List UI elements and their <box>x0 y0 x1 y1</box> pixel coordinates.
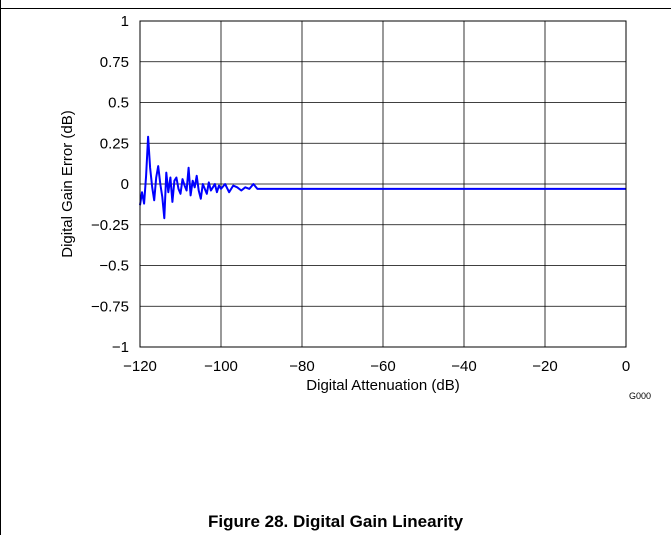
y-tick-label: 0.5 <box>108 95 129 112</box>
x-tick-label: −20 <box>532 358 557 375</box>
y-axis-ticks: 1 0.75 0.5 0.25 0 −0.25 −0.5 −0.75 −1 <box>91 13 129 356</box>
figure-caption: Figure 28. Digital Gain Linearity <box>207 512 464 531</box>
page-top-rule <box>0 0 671 9</box>
x-tick-label: −40 <box>451 358 476 375</box>
y-axis-label: Digital Gain Error (dB) <box>59 110 76 258</box>
y-tick-label: 0 <box>121 176 129 193</box>
x-tick-label: −80 <box>289 358 314 375</box>
y-tick-label: −0.25 <box>91 217 129 234</box>
page-left-rule <box>0 0 1 535</box>
x-axis-label: Digital Attenuation (dB) <box>306 377 459 394</box>
x-axis-ticks: −120 −100 −80 −60 −40 −20 0 <box>123 358 630 375</box>
y-tick-label: −0.75 <box>91 298 129 315</box>
y-tick-label: 0.75 <box>100 54 129 71</box>
figure-code-label: G000 <box>629 391 651 401</box>
y-tick-label: 1 <box>121 13 129 30</box>
y-tick-label: −0.5 <box>99 258 129 275</box>
x-tick-label: 0 <box>622 358 630 375</box>
x-tick-label: −100 <box>204 358 238 375</box>
y-tick-label: −1 <box>112 339 129 356</box>
x-tick-label: −120 <box>123 358 157 375</box>
grid-lines <box>140 21 626 347</box>
x-tick-label: −60 <box>370 358 395 375</box>
gain-error-series-line <box>139 135 626 220</box>
y-tick-label: 0.25 <box>100 135 129 152</box>
plot-area-border <box>139 20 627 348</box>
